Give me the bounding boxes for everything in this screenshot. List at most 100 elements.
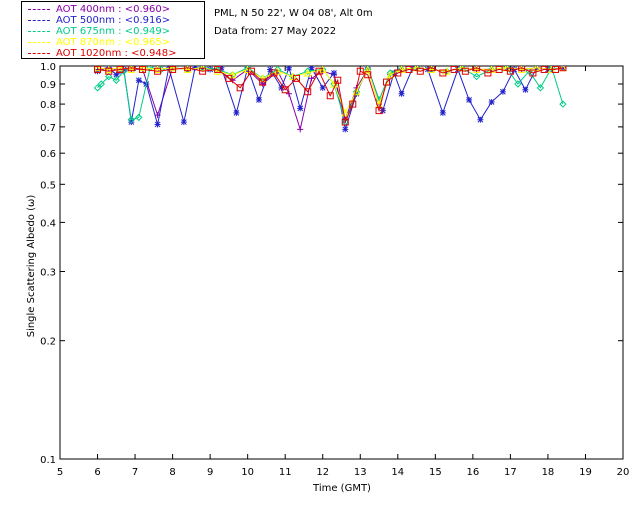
- data-point: [304, 67, 312, 75]
- data-point: [532, 66, 541, 72]
- legend-item: AOT 400nm : <0.960>: [22, 4, 204, 15]
- x-tick-label: 11: [279, 467, 292, 478]
- data-point: [363, 66, 372, 73]
- data-point: [439, 69, 447, 77]
- data-point: [540, 66, 548, 73]
- y-tick-label: 0.6: [40, 149, 56, 160]
- legend-item: AOT 675nm : <0.949>: [22, 26, 204, 37]
- data-point: [153, 66, 162, 73]
- data-point: [375, 107, 383, 115]
- y-tick-label: 0.7: [40, 123, 56, 134]
- y-tick-label: 0.2: [40, 337, 56, 348]
- data-point: [228, 70, 237, 79]
- series-line: [97, 67, 563, 114]
- data-point: [285, 66, 292, 71]
- data-point: [138, 66, 147, 72]
- data-point: [113, 71, 120, 78]
- data-point: [506, 67, 514, 75]
- data-point: [105, 67, 113, 75]
- data-point: [427, 66, 436, 73]
- data-point: [398, 90, 405, 97]
- data-point: [352, 87, 361, 96]
- data-point: [428, 66, 436, 72]
- x-tick-label: 18: [542, 467, 555, 478]
- legend-label: AOT 675nm : <0.949>: [56, 26, 171, 37]
- data-point: [472, 66, 481, 73]
- data-point: [394, 69, 402, 77]
- data-point: [285, 90, 292, 97]
- data-point: [273, 66, 282, 74]
- data-point: [349, 100, 357, 108]
- x-axis-label: Time (GMT): [312, 483, 371, 494]
- data-point: [267, 66, 274, 73]
- y-tick-label: 0.3: [40, 267, 56, 278]
- series-line: [97, 67, 564, 124]
- data-point: [94, 66, 102, 73]
- x-tick-label: 9: [207, 467, 213, 478]
- data-point: [116, 66, 124, 73]
- data-point: [559, 66, 566, 71]
- plot-area: [59, 65, 624, 460]
- data-point: [466, 96, 473, 103]
- data-point: [416, 67, 424, 75]
- data-point: [154, 67, 162, 75]
- data-point: [288, 72, 297, 81]
- x-tick-label: 7: [132, 467, 138, 478]
- data-point: [120, 67, 128, 75]
- data-point: [487, 66, 496, 73]
- data-point: [243, 66, 252, 72]
- data-point: [379, 107, 386, 114]
- data-point: [199, 67, 207, 75]
- data-point: [180, 119, 187, 126]
- data-point: [342, 126, 349, 133]
- data-point: [243, 66, 252, 73]
- data-point: [383, 78, 391, 86]
- series-line: [97, 66, 563, 130]
- data-point: [330, 69, 337, 76]
- legend-label: AOT 400nm : <0.960>: [56, 4, 171, 15]
- data-point: [292, 74, 300, 82]
- data-point: [319, 84, 326, 91]
- data-point: [511, 66, 518, 73]
- data-point: [112, 76, 121, 84]
- data-point: [461, 67, 469, 75]
- data-point: [168, 66, 177, 72]
- data-point: [559, 100, 567, 108]
- data-point: [233, 109, 240, 116]
- data-point: [183, 66, 192, 73]
- data-point: [454, 66, 461, 73]
- x-tick-label: 17: [504, 467, 517, 478]
- data-point: [397, 66, 406, 73]
- data-point: [273, 67, 282, 75]
- data-point: [135, 113, 143, 122]
- x-tick-label: 15: [429, 467, 442, 478]
- legend-label: AOT 1020nm : <0.948>: [56, 48, 177, 59]
- data-point: [270, 69, 278, 77]
- legend-item: AOT 500nm : <0.916>: [22, 15, 204, 26]
- data-point: [364, 71, 372, 79]
- x-tick-label: 20: [617, 467, 630, 478]
- data-point: [105, 72, 113, 81]
- x-tick-label: 14: [391, 467, 404, 478]
- data-point: [255, 96, 262, 103]
- y-tick-label: 0.8: [40, 100, 56, 111]
- legend-swatch: [28, 31, 50, 32]
- data-point: [386, 70, 395, 79]
- data-point: [236, 84, 244, 92]
- data-point: [559, 66, 567, 72]
- legend-swatch: [28, 53, 50, 54]
- data-point: [259, 78, 267, 86]
- data-point: [364, 66, 371, 71]
- data-point: [439, 109, 446, 116]
- data-point: [318, 66, 327, 73]
- data-point: [472, 72, 481, 81]
- data-point: [450, 66, 458, 73]
- data-point: [473, 66, 481, 72]
- x-tick-label: 19: [579, 467, 592, 478]
- data-point: [518, 66, 526, 72]
- data-point: [127, 116, 136, 124]
- legend-item: AOT 1020nm : <0.948>: [22, 48, 204, 59]
- site-info: PML, N 50 22', W 04 08', Alt 0m: [214, 8, 373, 19]
- data-point: [214, 66, 222, 73]
